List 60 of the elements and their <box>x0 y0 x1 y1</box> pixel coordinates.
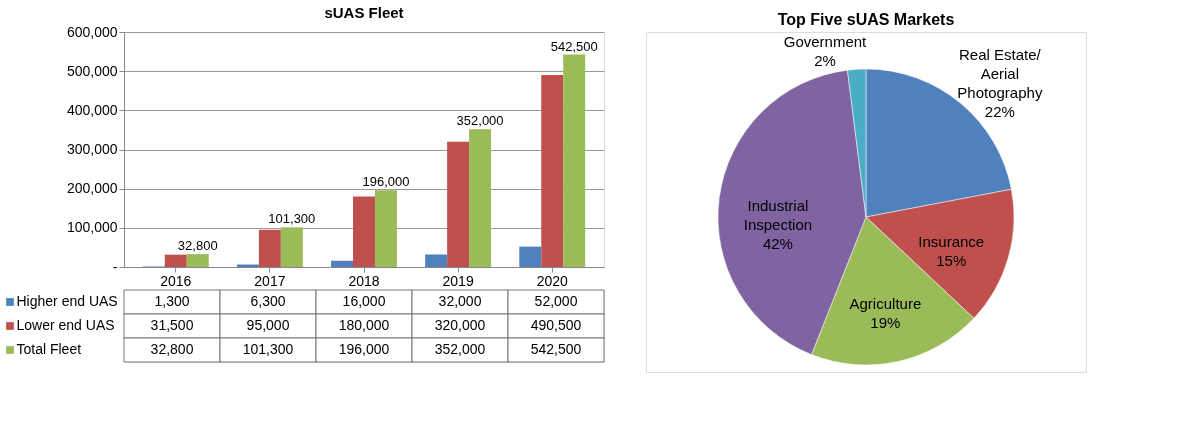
data-label: 490,500 <box>530 317 582 333</box>
data-label: 2% <box>814 52 836 70</box>
bar <box>541 74 564 267</box>
y-tick-label: 200,000 <box>66 180 118 197</box>
bar <box>563 54 586 267</box>
bar <box>425 254 448 267</box>
legend-label: Total Fleet <box>16 341 82 357</box>
x-tick-label: 2017 <box>254 272 286 289</box>
slice-label: Real Estate/ Aerial Photography <box>957 46 1043 102</box>
chart-title: sUAS Fleet <box>324 4 404 21</box>
data-label: 16,000 <box>342 293 386 309</box>
bar <box>280 227 303 267</box>
bar <box>186 254 209 267</box>
data-label: 352,000 <box>434 341 486 357</box>
legend-label: Higher end UAS <box>16 293 118 309</box>
bar <box>374 190 397 267</box>
y-tick-label: 600,000 <box>66 23 118 40</box>
data-label: 101,300 <box>242 341 294 357</box>
slice-label: Insurance <box>918 232 985 250</box>
data-label: 95,000 <box>246 317 290 333</box>
x-tick-label: 2019 <box>442 272 474 289</box>
bar <box>258 229 281 267</box>
data-label: 6,300 <box>250 293 286 309</box>
bar <box>469 129 492 267</box>
data-label: 196,000 <box>338 341 390 357</box>
y-tick-label: 500,000 <box>66 62 118 79</box>
chart-title: Top Five sUAS Markets <box>777 11 955 28</box>
y-tick-label: 400,000 <box>66 101 118 118</box>
bar <box>447 141 470 267</box>
y-tick-label: 300,000 <box>66 141 118 157</box>
bar <box>353 196 375 267</box>
data-label: 31,500 <box>150 317 194 333</box>
data-label: 320,000 <box>434 317 486 333</box>
data-label: 22% <box>984 103 1015 121</box>
x-tick-label: 2020 <box>536 272 569 289</box>
slice-label: Government <box>783 33 868 51</box>
data-label: 42% <box>762 234 793 252</box>
y-tick-label: 100,000 <box>66 219 118 236</box>
text: 196,000 <box>362 174 410 190</box>
bar <box>164 254 187 267</box>
text: 352,000 <box>456 113 504 129</box>
data-label: 32,000 <box>438 293 482 309</box>
x-tick-label: 2018 <box>348 272 380 289</box>
slice-label: Industrial Inspection <box>743 196 813 233</box>
data-label: 19% <box>870 313 901 331</box>
text: 101,300 <box>268 211 316 227</box>
bar <box>331 260 354 267</box>
data-label: 542,500 <box>530 341 582 357</box>
data-label: 1,300 <box>154 293 190 309</box>
data-label: 52,000 <box>534 293 578 309</box>
data-label: 15% <box>936 251 967 269</box>
data-label: 32,800 <box>150 341 194 357</box>
text: 32,800 <box>177 238 218 254</box>
legend-label: Lower end UAS <box>16 317 115 333</box>
data-label: 180,000 <box>338 317 390 333</box>
y-tick-label: - <box>112 258 118 275</box>
bar <box>519 246 542 267</box>
x-tick-label: 2016 <box>160 272 192 289</box>
slice-label: Agriculture <box>849 294 922 312</box>
text: 542,500 <box>550 38 598 54</box>
